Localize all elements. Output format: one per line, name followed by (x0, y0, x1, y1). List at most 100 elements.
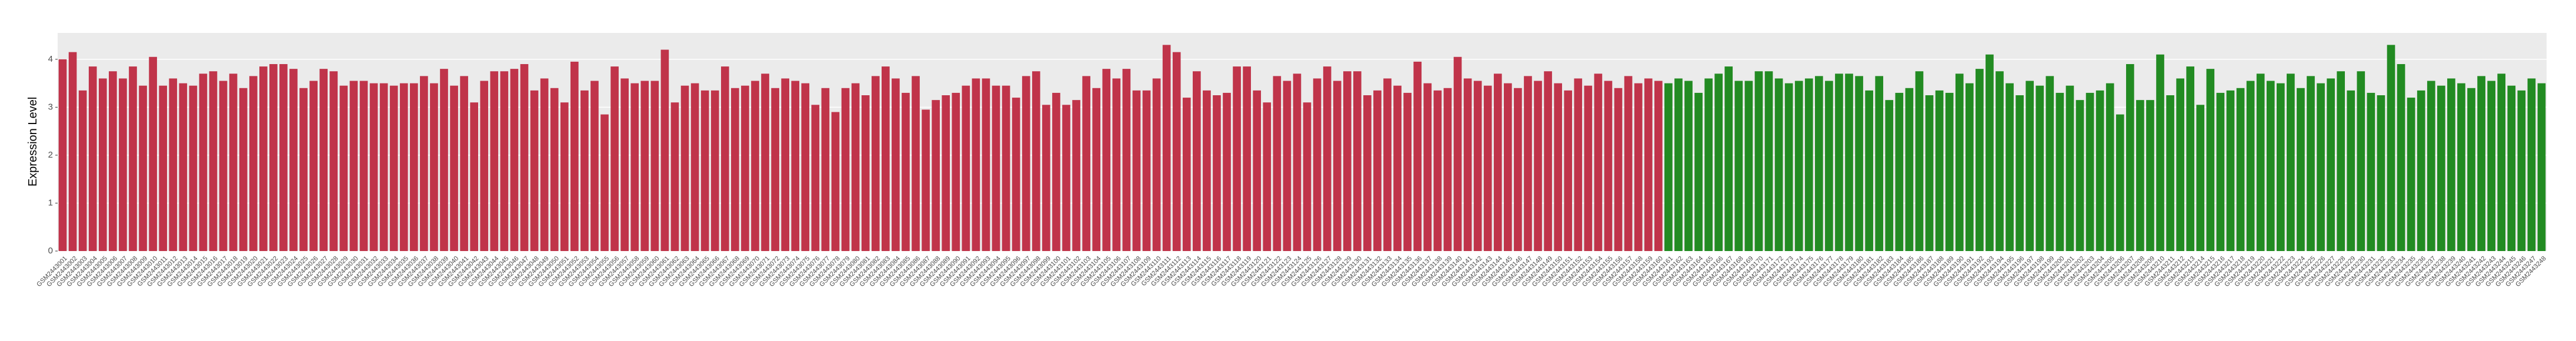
bar (801, 83, 810, 251)
bar (2136, 100, 2144, 251)
bar (1473, 81, 1482, 252)
bar (1313, 78, 1322, 251)
bar (2186, 66, 2195, 252)
bar (2086, 92, 2094, 251)
bar (2006, 83, 2014, 251)
bar (1042, 105, 1050, 251)
bar (560, 102, 569, 251)
bar (630, 83, 639, 251)
bar (1614, 88, 1623, 251)
bar (1574, 78, 1583, 251)
bar (1443, 88, 1452, 251)
y-axis-title: Expression Level (26, 97, 39, 186)
bar (710, 90, 719, 251)
bar (1905, 88, 1914, 251)
bar (2417, 90, 2425, 251)
bar (1825, 81, 1833, 252)
bar (450, 85, 458, 251)
bar (339, 85, 348, 251)
bar (329, 71, 338, 251)
bar (2056, 92, 2064, 251)
bar (2046, 76, 2054, 251)
bar (2407, 98, 2415, 252)
bar (1102, 69, 1111, 252)
bar (2377, 95, 2385, 251)
bar (952, 92, 960, 251)
bar (520, 64, 529, 251)
bar (580, 90, 589, 251)
bar (1774, 78, 1783, 251)
bar (1423, 83, 1432, 251)
bar (2297, 88, 2305, 251)
bar (189, 85, 198, 251)
bar (1554, 83, 1562, 251)
bar (821, 88, 830, 251)
bar (420, 76, 428, 251)
bar (369, 83, 378, 251)
bar (1804, 78, 1813, 251)
bar (610, 66, 619, 252)
bar (2095, 90, 2104, 251)
bar (1072, 100, 1080, 251)
bar (1664, 83, 1673, 251)
bar (1253, 90, 1262, 251)
bar (1925, 95, 1934, 251)
bar (1243, 66, 1251, 252)
bar (2327, 78, 2335, 251)
bar (1654, 81, 1663, 252)
bar (1323, 66, 1332, 252)
bar (249, 76, 258, 251)
bar (1604, 81, 1613, 252)
bar (2176, 78, 2184, 251)
bar (2457, 83, 2465, 251)
bar (1463, 78, 1472, 251)
bar (409, 83, 418, 251)
bar (1453, 56, 1462, 252)
bar (2447, 78, 2455, 251)
y-tick-label: 4 (48, 54, 53, 64)
bar (440, 69, 448, 252)
bar (2527, 78, 2536, 251)
bar (1142, 90, 1151, 251)
bar (1594, 73, 1603, 252)
bar (1493, 73, 1502, 252)
bar (540, 78, 549, 251)
bar (1343, 71, 1352, 251)
bar (1544, 71, 1552, 251)
bar (851, 83, 860, 251)
bar (1483, 85, 1492, 251)
bar (912, 76, 920, 251)
bar (229, 73, 238, 252)
bar (2337, 71, 2345, 251)
bar (2537, 83, 2546, 251)
bar (1714, 73, 1723, 252)
bar (1263, 102, 1272, 251)
bar (309, 81, 318, 252)
bar (2427, 81, 2435, 252)
bar (1182, 98, 1191, 252)
bar (2437, 85, 2445, 251)
bar (1353, 71, 1362, 251)
bar (269, 64, 278, 251)
bar (2276, 83, 2285, 251)
bar (1393, 85, 1402, 251)
bar (2105, 83, 2114, 251)
bar (550, 88, 559, 251)
bar (1283, 81, 1292, 252)
bar (2367, 92, 2375, 251)
bar (2477, 76, 2485, 251)
bar (68, 52, 77, 251)
bar (1032, 71, 1040, 251)
bar (1895, 92, 1904, 251)
bar (1704, 78, 1713, 251)
bar (279, 64, 288, 251)
bar (1062, 105, 1070, 251)
bar (359, 81, 368, 252)
bar (1122, 69, 1131, 252)
bar (2196, 105, 2205, 251)
bar (1674, 78, 1683, 251)
bar (2026, 81, 2034, 252)
y-tick-label: 1 (48, 198, 53, 208)
bar (2487, 81, 2495, 252)
bar (1875, 76, 1884, 251)
